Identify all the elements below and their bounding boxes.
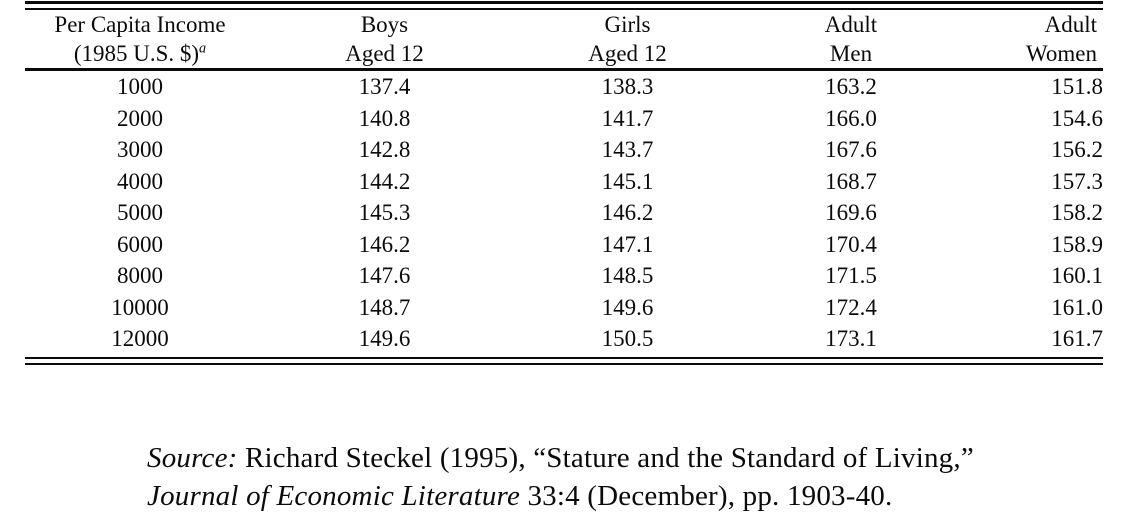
cell-girls: 147.1: [601, 231, 654, 257]
cell-boys: 148.7: [358, 294, 411, 320]
cell-income: 10000: [111, 294, 169, 320]
cell-boys: 144.2: [358, 168, 411, 194]
header-line: Women: [1026, 41, 1097, 66]
cell-girls: 141.7: [601, 105, 654, 131]
source-label: Source:: [147, 442, 238, 474]
header-line: Girls: [604, 12, 651, 37]
cell-men: 167.6: [825, 137, 877, 162]
table-row: 1000 137.4 138.3 163.2 151.8: [25, 70, 1103, 103]
cell-boys: 145.3: [358, 200, 411, 225]
table-row: 10000 148.7 149.6 172.4 161.0: [25, 292, 1103, 324]
cell-income: 5000: [117, 200, 163, 225]
table-row: 2000 140.8 141.7 166.0 154.6: [25, 103, 1103, 135]
cell-girls: 149.6: [601, 294, 654, 320]
cell-men: 170.4: [825, 231, 877, 257]
table-row: 3000 142.8 143.7 167.6 156.2: [25, 134, 1103, 166]
cell-men: 171.5: [825, 263, 877, 288]
col-header-adult-women: Adult Women: [961, 10, 1103, 71]
table-row: 8000 147.6 148.5 171.5 160.1: [25, 260, 1103, 292]
header-line: Boys: [360, 12, 409, 37]
table-row: 12000 149.6 150.5 173.1 161.7: [25, 323, 1103, 355]
cell-girls: 150.5: [601, 326, 654, 351]
source-line-2: Journal of Economic Literature 33:4 (Dec…: [147, 478, 974, 516]
journal-issue-pages: 33:4 (December), pp. 1903-40.: [520, 479, 893, 512]
cell-women: 157.3: [1051, 168, 1103, 194]
cell-girls: 138.3: [601, 74, 654, 99]
header-line: Aged 12: [588, 41, 667, 66]
income-stature-table-block: Per Capita Income (1985 U.S. $)a Boys Ag…: [25, 1, 1103, 365]
col-header-adult-men: Adult Men: [741, 10, 961, 71]
table-bottom-rule: [25, 356, 1103, 365]
col-header-boys-aged-12: Boys Aged 12: [255, 10, 514, 71]
cell-women: 158.9: [1051, 231, 1103, 257]
cell-women: 154.6: [1051, 105, 1103, 131]
cell-girls: 148.5: [601, 263, 654, 288]
cell-men: 169.6: [825, 200, 877, 225]
col-header-girls-aged-12: Girls Aged 12: [514, 10, 741, 71]
cell-women: 156.2: [1051, 137, 1103, 162]
header-line: Adult: [824, 12, 878, 37]
cell-boys: 146.2: [358, 231, 411, 257]
cell-income: 8000: [117, 263, 163, 288]
table-row: 4000 144.2 145.1 168.7 157.3: [25, 166, 1103, 198]
footnote-marker: a: [199, 40, 207, 57]
cell-women: 161.7: [1051, 326, 1103, 351]
cell-income: 4000: [117, 168, 163, 194]
cell-income: 6000: [117, 231, 163, 257]
cell-girls: 146.2: [601, 200, 654, 225]
header-line: (1985 U.S. $)a: [73, 40, 207, 66]
journal-title: Journal of Economic Literature: [147, 479, 521, 512]
cell-women: 158.2: [1051, 200, 1103, 225]
cell-men: 168.7: [825, 168, 877, 194]
cell-boys: 149.6: [358, 326, 411, 351]
source-citation-text: Richard Steckel (1995), “Stature and the…: [237, 442, 974, 474]
source-note: Source: Richard Steckel (1995), “Stature…: [147, 440, 974, 515]
cell-men: 166.0: [825, 105, 877, 131]
cell-boys: 147.6: [358, 263, 411, 288]
cell-income: 12000: [111, 326, 169, 351]
table-row: 6000 146.2 147.1 170.4 158.9: [25, 229, 1103, 261]
cell-women: 151.8: [1051, 74, 1103, 99]
header-line: Men: [829, 41, 873, 66]
cell-income: 3000: [117, 137, 163, 162]
cell-income: 2000: [117, 105, 163, 131]
header-line: Adult: [1044, 12, 1097, 37]
table-top-rule: [25, 1, 1103, 10]
cell-boys: 137.4: [358, 74, 411, 99]
cell-girls: 143.7: [601, 137, 654, 162]
cell-women: 161.0: [1051, 294, 1103, 320]
header-line: Per Capita Income: [54, 12, 226, 37]
cell-girls: 145.1: [601, 168, 654, 194]
cell-women: 160.1: [1051, 263, 1103, 288]
header-line: Aged 12: [345, 41, 424, 66]
cell-men: 163.2: [825, 74, 877, 99]
cell-income: 1000: [117, 74, 163, 99]
cell-men: 173.1: [825, 326, 877, 351]
income-stature-table: Per Capita Income (1985 U.S. $)a Boys Ag…: [25, 10, 1103, 355]
source-line-1: Source: Richard Steckel (1995), “Stature…: [147, 440, 974, 478]
header-row: Per Capita Income (1985 U.S. $)a Boys Ag…: [25, 10, 1103, 71]
table-row: 5000 145.3 146.2 169.6 158.2: [25, 197, 1103, 229]
cell-men: 172.4: [825, 294, 877, 320]
cell-boys: 140.8: [358, 105, 411, 131]
cell-boys: 142.8: [358, 137, 411, 162]
col-header-per-capita-income: Per Capita Income (1985 U.S. $)a: [25, 10, 255, 71]
